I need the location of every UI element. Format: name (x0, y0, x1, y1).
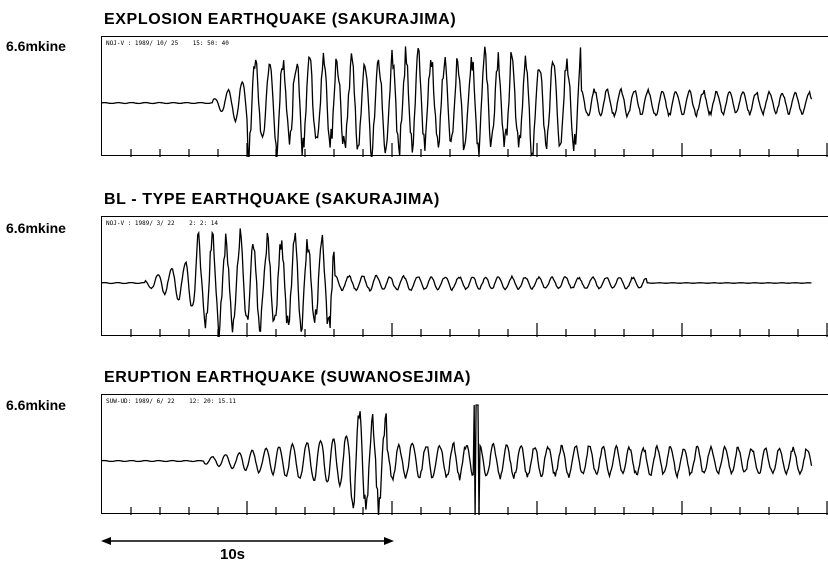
time-scale-arrow (101, 537, 394, 545)
arrow-right-icon (384, 537, 394, 545)
seismogram-trace (102, 404, 813, 515)
arrow-left-icon (101, 537, 111, 545)
station-stamp: SUW-UD: 1989/ 6/ 22 12: 20: 15.11 (106, 398, 237, 405)
amplitude-scale-label: 6.6mkine (6, 38, 66, 54)
seismogram-trace (102, 46, 813, 157)
waveform-box: NOJ-V : 1989/ 10/ 25 15: 50: 40 (101, 36, 828, 157)
waveform-box: SUW-UD: 1989/ 6/ 22 12: 20: 15.11 (101, 394, 828, 515)
station-stamp: NOJ-V : 1989/ 10/ 25 15: 50: 40 (106, 40, 229, 47)
amplitude-scale-label: 6.6mkine (6, 397, 66, 413)
station-stamp: NOJ-V : 1989/ 3/ 22 2: 2: 14 (106, 220, 218, 227)
amplitude-scale-label: 6.6mkine (6, 220, 66, 236)
waveform-plot (102, 46, 828, 157)
waveform-plot (102, 228, 828, 337)
panel-title: ERUPTION EARTHQUAKE (SUWANOSEJIMA) (104, 369, 472, 386)
waveform-box: NOJ-V : 1989/ 3/ 22 2: 2: 14 (101, 216, 828, 337)
seismogram-trace (102, 228, 812, 337)
time-scale-label: 10s (220, 546, 246, 563)
waveform-plot (102, 404, 828, 515)
panel-title: EXPLOSION EARTHQUAKE (SAKURAJIMA) (104, 11, 457, 28)
panel-title: BL - TYPE EARTHQUAKE (SAKURAJIMA) (104, 191, 440, 208)
